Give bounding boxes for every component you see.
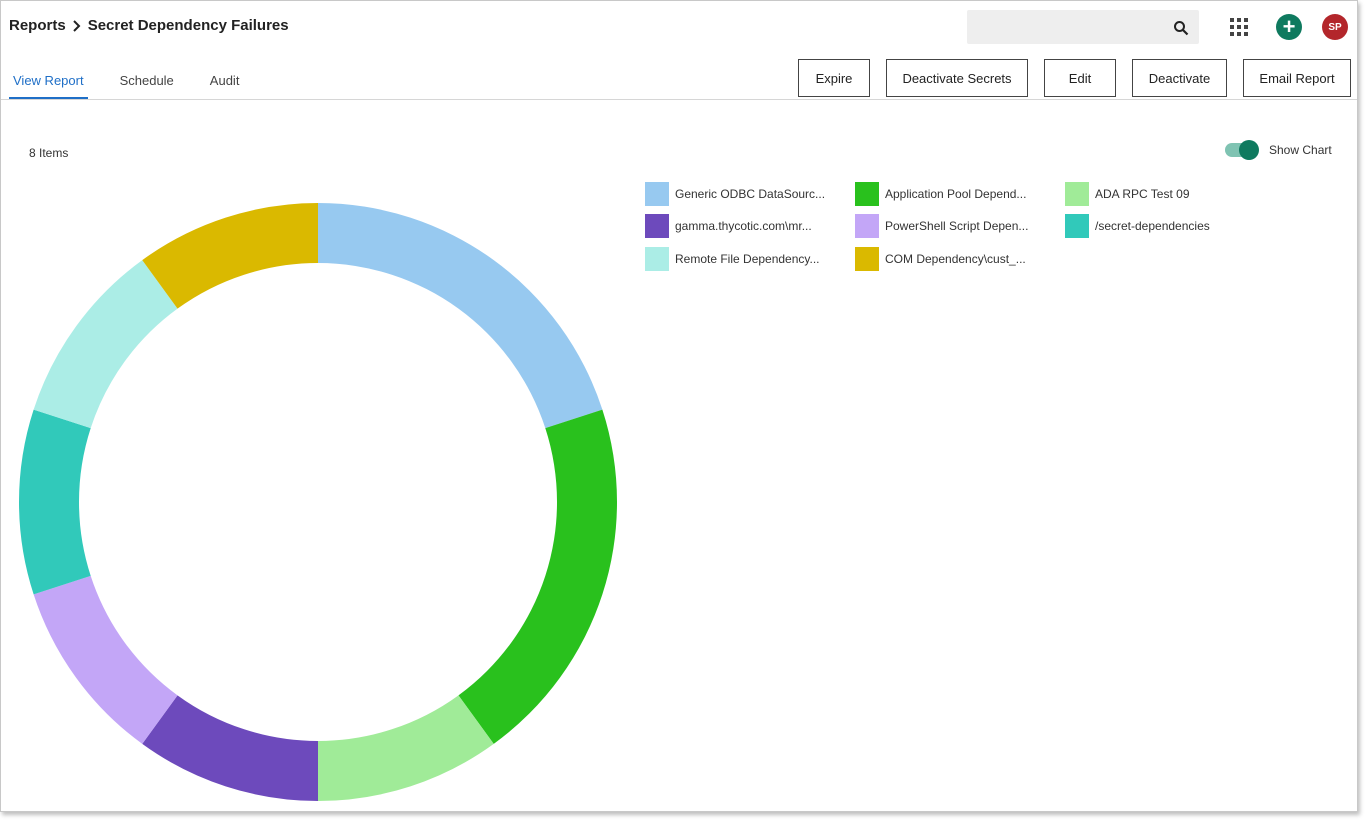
- legend-item[interactable]: Remote File Dependency...: [645, 247, 833, 271]
- legend-swatch: [1065, 214, 1089, 238]
- legend-label: Application Pool Depend...: [885, 187, 1027, 201]
- add-button[interactable]: +: [1276, 14, 1302, 40]
- chevron-right-icon: [72, 19, 81, 32]
- legend-label: gamma.thycotic.com\mr...: [675, 219, 812, 233]
- report-tabs: View Report Schedule Audit: [9, 63, 271, 99]
- donut-slice-7[interactable]: [142, 203, 318, 309]
- legend-swatch: [855, 182, 879, 206]
- avatar-initials: SP: [1328, 21, 1342, 33]
- apps-grid-icon[interactable]: [1230, 18, 1248, 36]
- edit-button[interactable]: Edit: [1044, 59, 1116, 97]
- legend-item[interactable]: PowerShell Script Depen...: [855, 214, 1043, 238]
- legend-label: Remote File Dependency...: [675, 252, 820, 266]
- legend-item[interactable]: Application Pool Depend...: [855, 182, 1043, 206]
- page-title: Secret Dependency Failures: [87, 17, 289, 34]
- tab-divider: [1, 99, 1357, 100]
- search-input[interactable]: [967, 10, 1199, 44]
- legend-item[interactable]: gamma.thycotic.com\mr...: [645, 214, 833, 238]
- deactivate-button[interactable]: Deactivate: [1132, 59, 1227, 97]
- breadcrumb-reports-link[interactable]: Reports: [9, 17, 66, 34]
- donut-slice-6[interactable]: [33, 260, 178, 429]
- donut-chart: [19, 203, 617, 801]
- tab-view-report[interactable]: View Report: [9, 63, 88, 99]
- legend-swatch: [1065, 182, 1089, 206]
- legend-label: COM Dependency\cust_...: [885, 252, 1026, 266]
- legend-label: ADA RPC Test 09: [1095, 187, 1190, 201]
- donut-slice-2[interactable]: [318, 695, 494, 801]
- show-chart-label: Show Chart: [1269, 143, 1332, 157]
- legend-item[interactable]: /secret-dependencies: [1065, 214, 1253, 238]
- legend-label: PowerShell Script Depen...: [885, 219, 1029, 233]
- legend-item[interactable]: ADA RPC Test 09: [1065, 182, 1253, 206]
- avatar[interactable]: SP: [1322, 14, 1348, 40]
- donut-slice-4[interactable]: [33, 575, 178, 744]
- donut-slice-3[interactable]: [142, 695, 318, 801]
- legend-swatch: [855, 247, 879, 271]
- toggle-track: [1225, 140, 1259, 160]
- legend-swatch: [645, 182, 669, 206]
- donut-slice-5[interactable]: [19, 409, 91, 595]
- expire-button[interactable]: Expire: [798, 59, 870, 97]
- item-count: 8 Items: [29, 146, 69, 160]
- legend-swatch: [645, 214, 669, 238]
- deactivate-secrets-button[interactable]: Deactivate Secrets: [886, 59, 1028, 97]
- search-icon[interactable]: [1173, 20, 1189, 36]
- breadcrumb: Reports Secret Dependency Failures: [9, 17, 289, 34]
- tab-schedule[interactable]: Schedule: [119, 73, 174, 88]
- legend-item[interactable]: COM Dependency\cust_...: [855, 247, 1043, 271]
- email-report-button[interactable]: Email Report: [1243, 59, 1351, 97]
- toggle-knob: [1239, 140, 1259, 160]
- legend-item[interactable]: Generic ODBC DataSourc...: [645, 182, 833, 206]
- plus-icon: +: [1282, 14, 1296, 39]
- donut-slice-1[interactable]: [458, 409, 617, 744]
- show-chart-toggle[interactable]: Show Chart: [1225, 140, 1332, 160]
- legend-label: /secret-dependencies: [1095, 219, 1210, 233]
- legend-swatch: [645, 247, 669, 271]
- donut-slice-0[interactable]: [318, 203, 603, 429]
- legend-swatch: [855, 214, 879, 238]
- tab-audit[interactable]: Audit: [209, 73, 240, 88]
- legend-label: Generic ODBC DataSourc...: [675, 187, 826, 201]
